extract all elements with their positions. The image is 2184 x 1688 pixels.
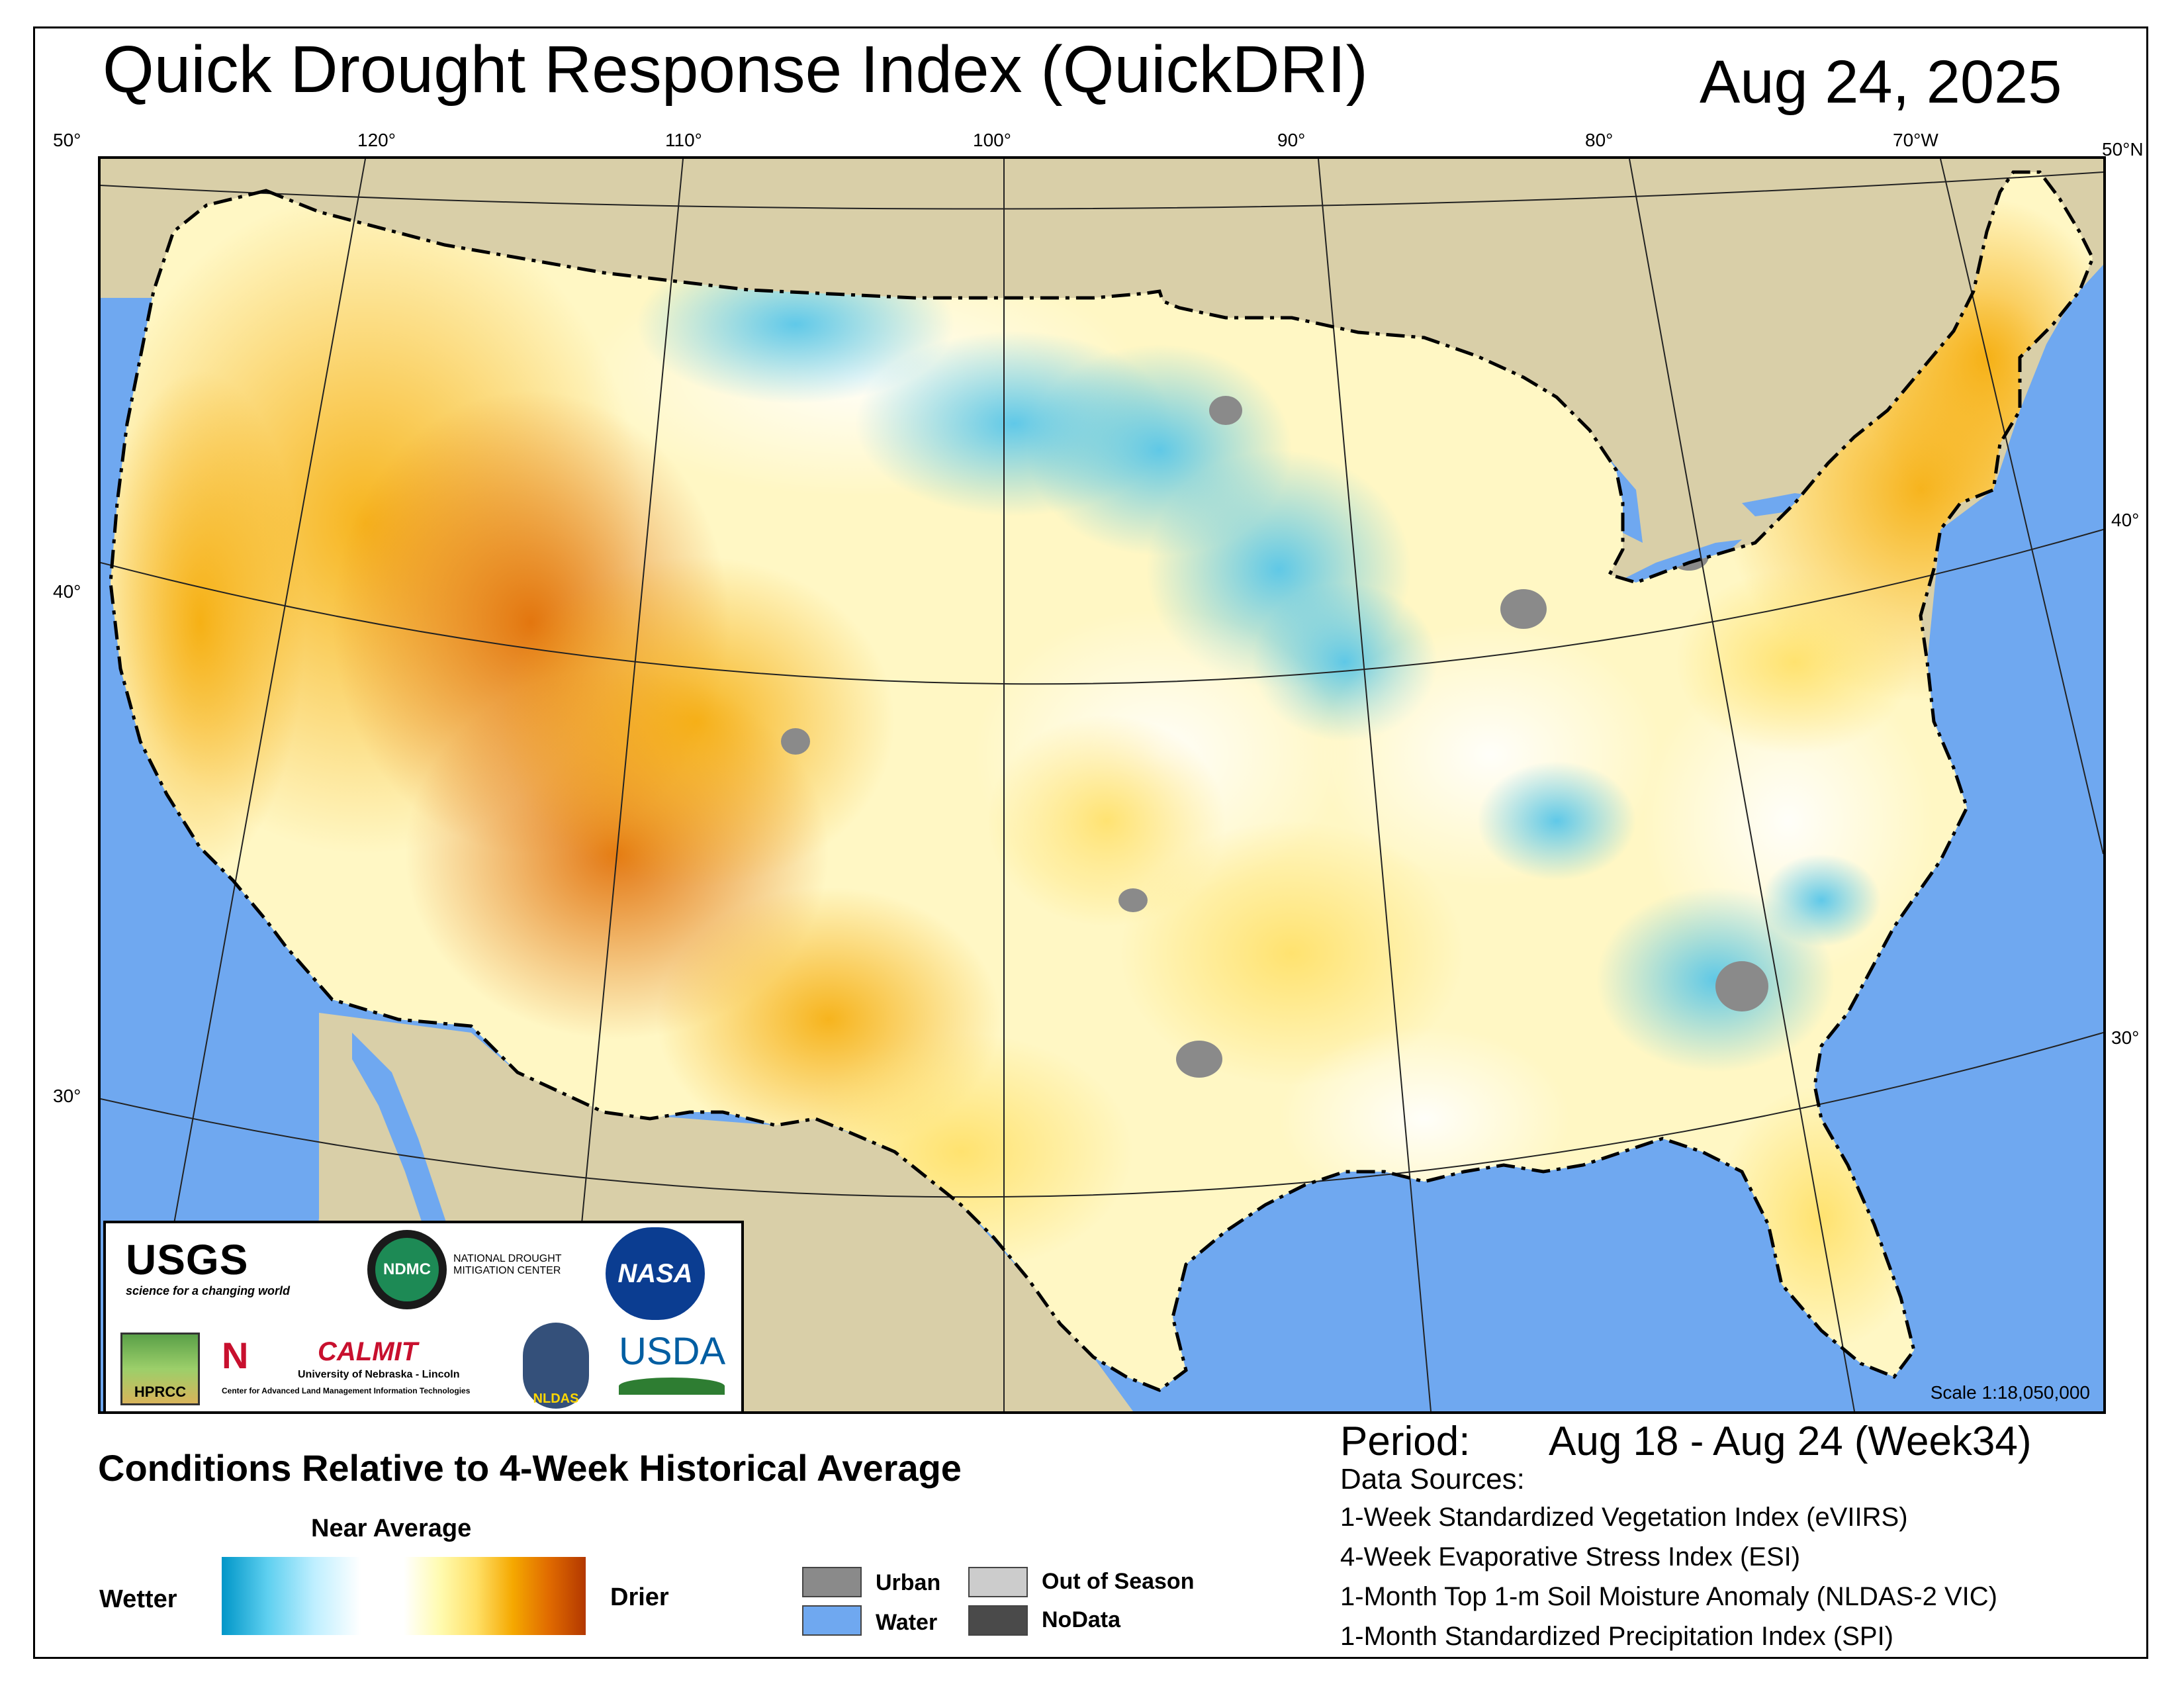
data-source-item: 1-Month Standardized Precipitation Index… xyxy=(1340,1622,1893,1651)
lon-label: 80° xyxy=(1585,130,1614,150)
drought-map: USGS science for a changing world NDMC N… xyxy=(98,156,2106,1414)
data-source-item: 1-Month Top 1-m Soil Moisture Anomaly (N… xyxy=(1340,1582,1997,1611)
legend-water-swatch xyxy=(802,1605,862,1636)
period-value: Aug 18 - Aug 24 (Week34) xyxy=(1549,1419,2032,1464)
legend-drier-label: Drier xyxy=(610,1583,669,1611)
page-title: Quick Drought Response Index (QuickDRI) xyxy=(103,32,1368,107)
graticule-lines xyxy=(101,159,2103,1411)
nebraska-n-logo: N xyxy=(222,1335,249,1376)
data-source-item: 4-Week Evaporative Stress Index (ESI) xyxy=(1340,1542,1801,1571)
legend-nodata-swatch xyxy=(968,1605,1028,1636)
legend-out-of-season-label: Out of Season xyxy=(1042,1569,1195,1594)
nasa-logo: NASA xyxy=(606,1227,705,1320)
usda-field-mark xyxy=(619,1378,725,1395)
lon-label: 70°W xyxy=(1893,130,1938,150)
map-canvas xyxy=(101,159,2103,1411)
calmit-sub2: Center for Advanced Land Management Info… xyxy=(222,1386,471,1395)
legend-urban-label: Urban xyxy=(876,1570,941,1595)
hprcc-logo: HPRCC xyxy=(120,1333,200,1405)
lon-label: 100° xyxy=(973,130,1011,150)
ndmc-mark: NDMC xyxy=(375,1238,439,1301)
legend-dry-ramp xyxy=(404,1557,586,1635)
legend-nodata-label: NoData xyxy=(1042,1607,1121,1632)
lat-label-right: 30° xyxy=(2111,1027,2140,1048)
legend-wet-ramp xyxy=(222,1557,361,1635)
logo-panel: USGS science for a changing world NDMC N… xyxy=(103,1221,744,1411)
canada-land xyxy=(101,159,2103,583)
map-scale: Scale 1:18,050,000 xyxy=(1930,1382,2090,1403)
usgs-logo: USGS science for a changing world xyxy=(126,1235,290,1298)
ndmc-name-line2: MITIGATION CENTER xyxy=(453,1265,561,1276)
usda-logo: USDA xyxy=(619,1329,725,1405)
lon-label: 120° xyxy=(357,130,396,150)
lat-label-left: 30° xyxy=(53,1086,81,1106)
period-label: Period: xyxy=(1340,1419,1471,1464)
lat-label-left: 40° xyxy=(53,581,81,602)
nldas-logo: NLDAS xyxy=(523,1323,589,1409)
usgs-tagline: science for a changing world xyxy=(126,1284,291,1297)
usgs-wordmark: USGS xyxy=(126,1236,249,1284)
ndmc-name-line1: NATIONAL DROUGHT xyxy=(453,1253,562,1264)
ndmc-name: NATIONAL DROUGHT MITIGATION CENTER xyxy=(453,1253,562,1277)
ndmc-logo: NDMC xyxy=(367,1230,447,1309)
calmit-sub: University of Nebraska - Lincoln xyxy=(298,1369,460,1380)
data-sources-title: Data Sources: xyxy=(1340,1463,1525,1495)
map-date: Aug 24, 2025 xyxy=(1700,48,2062,116)
legend-urban-swatch xyxy=(802,1567,862,1597)
legend-near-average: Near Average xyxy=(311,1515,472,1542)
data-source-item: 1-Week Standardized Vegetation Index (eV… xyxy=(1340,1503,1908,1532)
lon-label: 90° xyxy=(1277,130,1306,150)
legend-wetter-label: Wetter xyxy=(99,1585,177,1613)
lat-label-right: 40° xyxy=(2111,510,2140,530)
legend-out-of-season-swatch xyxy=(968,1567,1028,1597)
map-frame xyxy=(33,26,2148,1659)
lon-label: 50° xyxy=(53,130,81,150)
legend-title: Conditions Relative to 4-Week Historical… xyxy=(98,1447,962,1489)
lon-label: 50°N xyxy=(2102,139,2144,160)
calmit-wordmark: CALMIT xyxy=(318,1337,418,1366)
hprcc-wordmark: HPRCC xyxy=(134,1383,187,1400)
lon-label: 110° xyxy=(665,130,702,150)
usda-wordmark: USDA xyxy=(619,1330,726,1373)
legend-water-label: Water xyxy=(876,1610,938,1635)
